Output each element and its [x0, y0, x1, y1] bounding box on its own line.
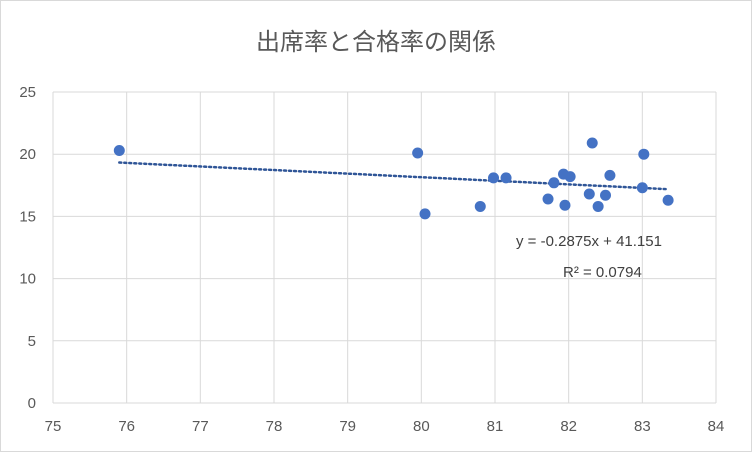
y-tick-label: 25 [19, 84, 36, 101]
data-point [113, 144, 125, 156]
y-tick-label: 5 [28, 333, 36, 350]
data-point [564, 171, 576, 183]
x-tick-label: 76 [118, 418, 135, 435]
trendline-layer [118, 161, 670, 191]
y-tick-label: 10 [19, 271, 36, 288]
y-tick-label: 20 [19, 146, 36, 163]
x-tick-label: 79 [339, 418, 356, 435]
data-point [548, 177, 560, 189]
grid-lines [52, 91, 717, 404]
data-point [592, 200, 604, 212]
data-point [559, 199, 571, 211]
tick-labels: 75 76 77 78 79 80 81 82 83 84 0 5 10 15 20 25 [19, 84, 724, 435]
data-point [583, 188, 595, 200]
x-tick-label: 78 [266, 418, 283, 435]
data-point [419, 208, 431, 220]
data-point [500, 172, 512, 184]
data-point [488, 172, 500, 184]
trendline-equation-label: y = -0.2875x + 41.151 [516, 233, 662, 250]
y-tick-label: 0 [28, 395, 36, 412]
data-point [600, 189, 611, 201]
x-tick-label: 77 [192, 418, 209, 435]
data-point [638, 148, 650, 160]
data-point [412, 147, 424, 159]
x-tick-label: 84 [708, 418, 725, 435]
data-point [662, 194, 674, 206]
data-point [474, 200, 486, 212]
trendline [118, 161, 670, 191]
trendline-r2-label: R² = 0.0794 [563, 264, 642, 281]
x-tick-label: 80 [413, 418, 430, 435]
x-tick-label: 81 [487, 418, 504, 435]
data-point [636, 182, 648, 194]
x-tick-label: 82 [560, 418, 577, 435]
chart-title: 出席率と合格率の関係 [256, 28, 496, 56]
data-points [113, 137, 674, 220]
data-point [604, 169, 616, 181]
x-tick-label: 83 [634, 418, 651, 435]
x-tick-label: 75 [45, 418, 62, 435]
y-tick-label: 15 [19, 208, 36, 225]
data-point [542, 193, 554, 205]
data-point [586, 137, 598, 149]
